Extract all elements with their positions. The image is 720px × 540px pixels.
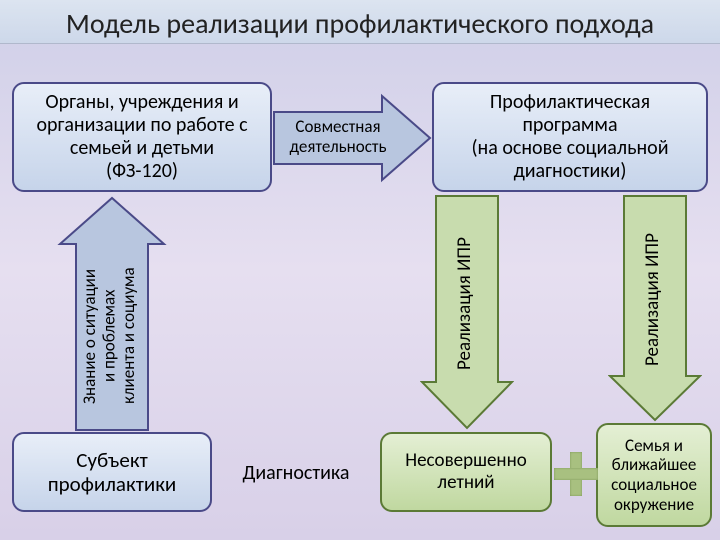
label-joint: Совместная деятельность (284, 117, 392, 156)
box-family-text: Семья и ближайшее социальное окружение (606, 436, 702, 514)
box-minor: Несовершенно летний (380, 432, 552, 512)
slide-title: Модель реализации профилактического подх… (0, 0, 720, 44)
label-knowledge: Знание о ситуации и проблемах клиента и … (80, 246, 139, 426)
label-ipr1-text: Реализация ИПР (453, 238, 476, 371)
box-program-text: Профилактическая программа (на основе со… (442, 91, 698, 183)
box-subject: Субъект профилактики (12, 432, 212, 512)
label-ipr2-text: Реализация ИПР (641, 234, 664, 367)
box-program: Профилактическая программа (на основе со… (432, 82, 708, 192)
box-family: Семья и ближайшее социальное окружение (596, 423, 712, 527)
box-organs-text: Органы, учреждения и организации по рабо… (22, 91, 262, 183)
label-ipr1: Реализация ИПР (454, 214, 476, 394)
box-subject-text: Субъект профилактики (22, 448, 202, 496)
label-joint-text: Совместная деятельность (290, 116, 387, 157)
label-diag: Диагностика (226, 462, 366, 485)
box-organs: Органы, учреждения и организации по рабо… (12, 82, 272, 192)
label-diag-text: Диагностика (242, 461, 349, 485)
plus-icon (554, 452, 598, 496)
box-minor-text: Несовершенно летний (405, 450, 527, 494)
label-knowledge-text: Знание о ситуации и проблемах клиента и … (79, 268, 139, 405)
label-ipr2: Реализация ИПР (642, 210, 664, 390)
